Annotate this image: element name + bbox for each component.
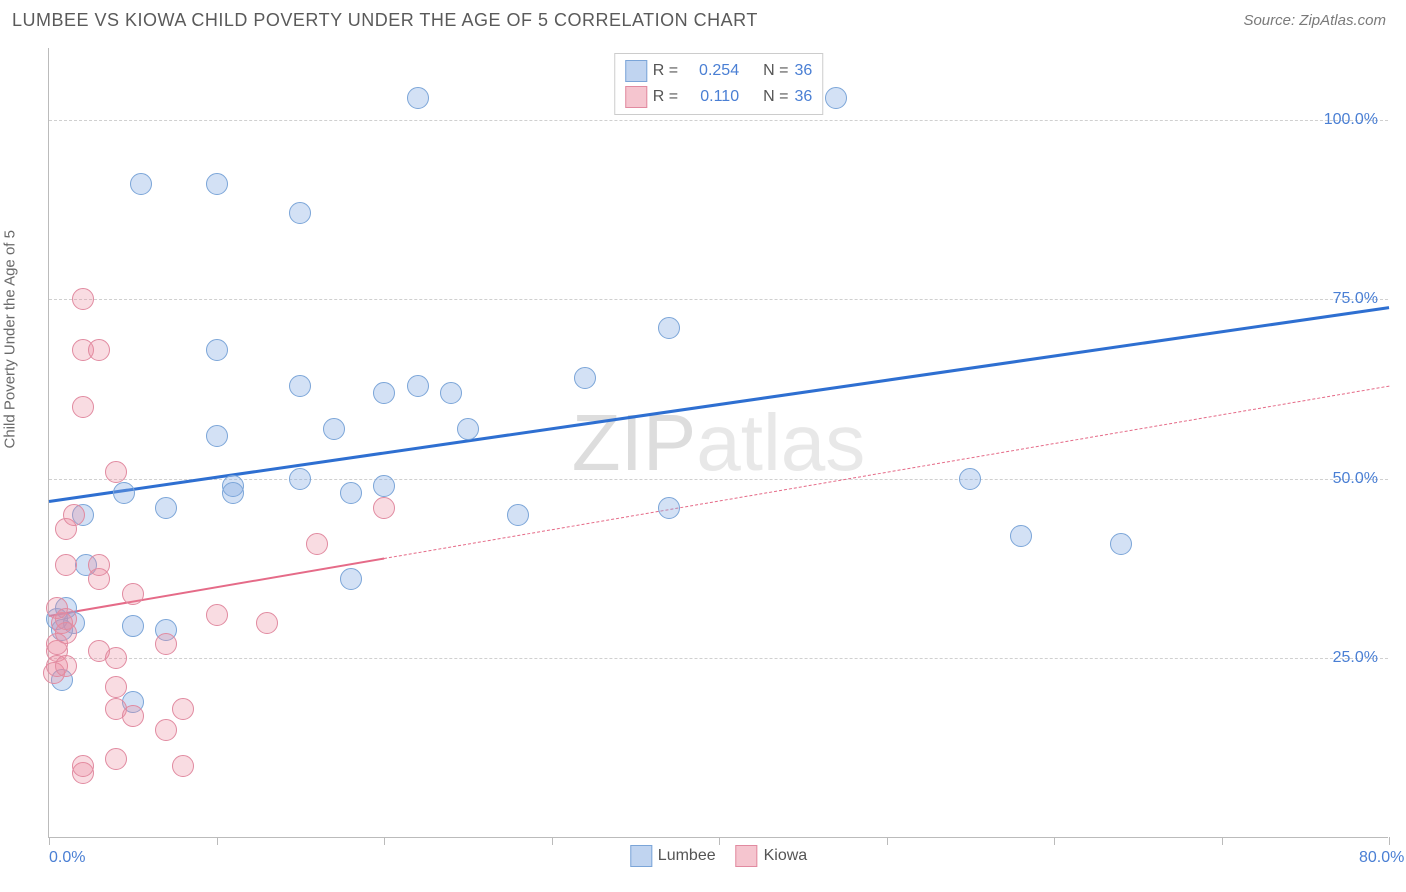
data-point bbox=[306, 533, 328, 555]
y-tick-label: 25.0% bbox=[1333, 649, 1378, 667]
data-point bbox=[155, 633, 177, 655]
legend-series: Lumbee Kiowa bbox=[630, 845, 807, 867]
data-point bbox=[155, 497, 177, 519]
y-tick-label: 50.0% bbox=[1333, 470, 1378, 488]
data-point bbox=[222, 482, 244, 504]
data-point bbox=[373, 497, 395, 519]
x-tick bbox=[887, 837, 888, 845]
data-point bbox=[72, 755, 94, 777]
legend-swatch bbox=[625, 60, 647, 82]
legend-n-value: 36 bbox=[794, 62, 812, 80]
legend-label: Kiowa bbox=[764, 847, 808, 865]
data-point bbox=[105, 748, 127, 770]
source-attribution: Source: ZipAtlas.com bbox=[1243, 12, 1386, 29]
data-point bbox=[105, 461, 127, 483]
gridline bbox=[49, 299, 1388, 300]
data-point bbox=[1110, 533, 1132, 555]
data-point bbox=[72, 288, 94, 310]
data-point bbox=[55, 554, 77, 576]
scatter-chart: ZIPatlas 25.0%50.0%75.0%100.0%0.0%80.0%R… bbox=[48, 48, 1388, 838]
legend-label: Lumbee bbox=[658, 847, 716, 865]
data-point bbox=[172, 698, 194, 720]
legend-correlation: R = 0.254 N = 36 R = 0.110 N = 36 bbox=[614, 53, 823, 115]
trend-line bbox=[49, 307, 1389, 504]
x-tick-label: 0.0% bbox=[49, 849, 85, 867]
x-tick-label: 80.0% bbox=[1359, 849, 1404, 867]
x-tick bbox=[384, 837, 385, 845]
x-tick bbox=[552, 837, 553, 845]
gridline bbox=[49, 120, 1388, 121]
data-point bbox=[122, 615, 144, 637]
data-point bbox=[256, 612, 278, 634]
x-tick bbox=[719, 837, 720, 845]
data-point bbox=[289, 375, 311, 397]
y-tick-label: 100.0% bbox=[1324, 111, 1378, 129]
data-point bbox=[407, 375, 429, 397]
trend-line bbox=[384, 386, 1389, 559]
x-tick bbox=[217, 837, 218, 845]
legend-row: R = 0.110 N = 36 bbox=[625, 84, 812, 110]
legend-r-label: R = bbox=[653, 88, 678, 106]
data-point bbox=[959, 468, 981, 490]
legend-n-label: N = bbox=[763, 62, 788, 80]
data-point bbox=[574, 367, 596, 389]
legend-n-value: 36 bbox=[794, 88, 812, 106]
data-point bbox=[206, 604, 228, 626]
watermark: ZIPatlas bbox=[572, 397, 865, 489]
data-point bbox=[88, 554, 110, 576]
data-point bbox=[88, 339, 110, 361]
data-point bbox=[72, 396, 94, 418]
data-point bbox=[457, 418, 479, 440]
legend-r-value: 0.110 bbox=[684, 88, 739, 106]
data-point bbox=[340, 482, 362, 504]
data-point bbox=[658, 497, 680, 519]
x-tick bbox=[1054, 837, 1055, 845]
data-point bbox=[373, 475, 395, 497]
y-axis-label: Child Poverty Under the Age of 5 bbox=[2, 230, 19, 448]
data-point bbox=[340, 568, 362, 590]
legend-n-label: N = bbox=[763, 88, 788, 106]
data-point bbox=[658, 317, 680, 339]
data-point bbox=[825, 87, 847, 109]
data-point bbox=[122, 583, 144, 605]
gridline bbox=[49, 658, 1388, 659]
data-point bbox=[105, 676, 127, 698]
chart-title: LUMBEE VS KIOWA CHILD POVERTY UNDER THE … bbox=[12, 10, 758, 31]
data-point bbox=[289, 202, 311, 224]
legend-r-label: R = bbox=[653, 62, 678, 80]
data-point bbox=[323, 418, 345, 440]
x-tick bbox=[1389, 837, 1390, 845]
data-point bbox=[507, 504, 529, 526]
data-point bbox=[172, 755, 194, 777]
data-point bbox=[206, 425, 228, 447]
data-point bbox=[105, 647, 127, 669]
legend-row: R = 0.254 N = 36 bbox=[625, 58, 812, 84]
data-point bbox=[130, 173, 152, 195]
data-point bbox=[407, 87, 429, 109]
data-point bbox=[289, 468, 311, 490]
legend-item: Lumbee bbox=[630, 845, 716, 867]
legend-r-value: 0.254 bbox=[684, 62, 739, 80]
y-tick-label: 75.0% bbox=[1333, 290, 1378, 308]
legend-swatch bbox=[736, 845, 758, 867]
x-tick bbox=[49, 837, 50, 845]
data-point bbox=[55, 608, 77, 630]
data-point bbox=[206, 173, 228, 195]
data-point bbox=[206, 339, 228, 361]
data-point bbox=[122, 705, 144, 727]
gridline bbox=[49, 479, 1388, 480]
data-point bbox=[440, 382, 462, 404]
data-point bbox=[1010, 525, 1032, 547]
data-point bbox=[55, 655, 77, 677]
watermark-atlas: atlas bbox=[696, 397, 865, 489]
x-tick bbox=[1222, 837, 1223, 845]
legend-item: Kiowa bbox=[736, 845, 808, 867]
data-point bbox=[155, 719, 177, 741]
legend-swatch bbox=[625, 86, 647, 108]
legend-swatch bbox=[630, 845, 652, 867]
data-point bbox=[113, 482, 135, 504]
data-point bbox=[373, 382, 395, 404]
data-point bbox=[63, 504, 85, 526]
